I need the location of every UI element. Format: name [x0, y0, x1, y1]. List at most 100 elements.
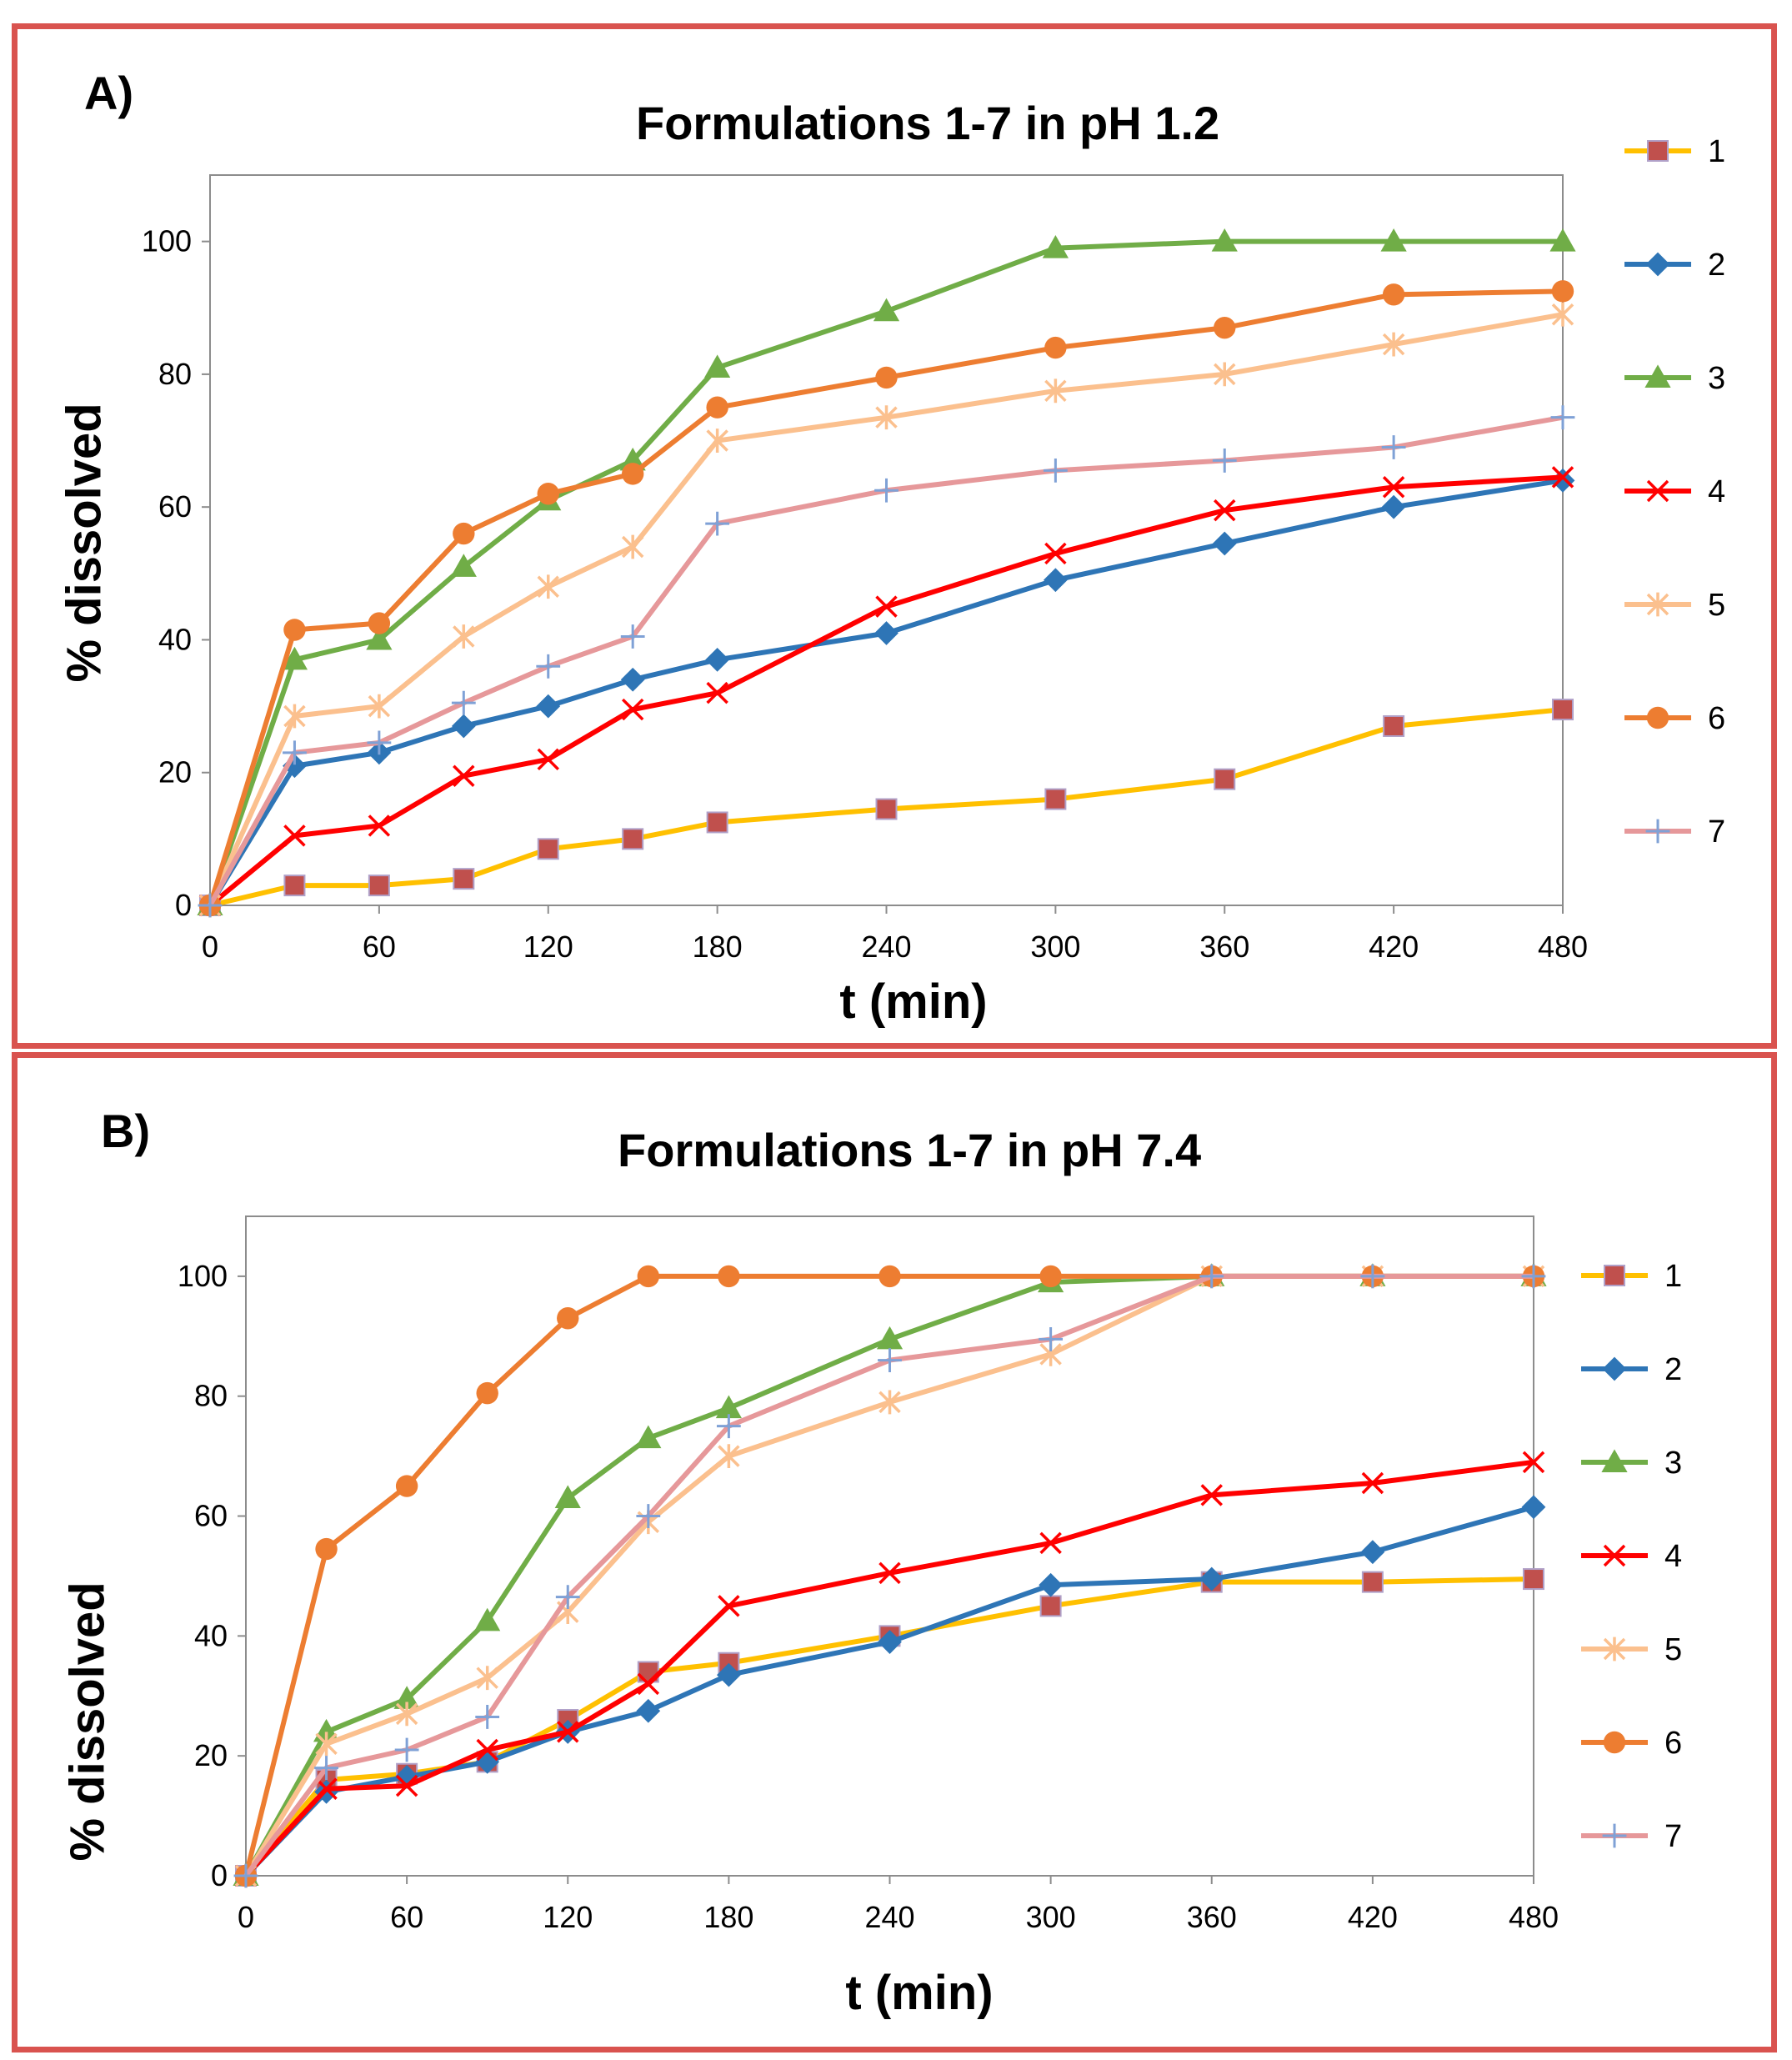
x-tick-label: 300 [1026, 1900, 1076, 1934]
data-point-3 [873, 298, 900, 322]
data-point-3 [635, 1425, 662, 1449]
data-point-7 [394, 1737, 419, 1762]
legend-marker-7 [1645, 819, 1670, 844]
data-point-5 [1044, 378, 1067, 403]
data-point-5 [453, 624, 475, 649]
data-point-7 [636, 1504, 661, 1528]
x-tick-label: 360 [1199, 930, 1249, 964]
panel-label: B) [101, 1105, 151, 1157]
plot-area [245, 1215, 1534, 1877]
y-tick-label: 80 [158, 357, 192, 391]
panel-a: A) Formulations 1-7 in pH 1.2 % dissolve… [12, 23, 1777, 1049]
data-point-2 [1199, 1566, 1224, 1591]
data-point-6 [368, 612, 391, 634]
x-tick-label: 120 [543, 1900, 593, 1934]
series-1 [235, 1568, 1544, 1887]
legend-marker-5 [1646, 592, 1669, 617]
y-tick-label: 20 [158, 755, 192, 789]
data-point-5 [1551, 302, 1574, 327]
data-point-4 [875, 595, 898, 618]
data-point-3 [619, 447, 646, 471]
data-point-4 [637, 1672, 660, 1696]
data-point-3 [704, 354, 731, 378]
data-point-4 [368, 814, 391, 837]
legend-label-1: 1 [1664, 1259, 1682, 1294]
line-chart-a: 0 20 40 60 80 100 0 60 120 180 240 300 360 420 480 1 2 3 4… [142, 134, 1725, 964]
legend-label-6: 6 [1664, 1726, 1682, 1761]
data-point-4 [283, 825, 306, 847]
data-point-3 [1549, 228, 1576, 252]
series-line-2 [243, 1504, 1534, 1878]
x-tick-label: 480 [1538, 930, 1588, 964]
legend-label-2: 2 [1664, 1352, 1682, 1387]
data-point-2 [716, 1662, 741, 1687]
data-point-3 [1380, 228, 1407, 252]
data-point-6 [875, 366, 898, 389]
data-point-7 [1550, 405, 1575, 430]
data-point-1 [1383, 714, 1405, 737]
data-point-7 [1521, 1264, 1546, 1289]
data-point-4 [706, 681, 728, 704]
data-point-7 [1043, 458, 1068, 483]
x-axis-title: t (min) [845, 1966, 994, 2020]
data-point-6 [476, 1381, 498, 1405]
legend-marker-2 [1602, 1356, 1627, 1381]
data-point-4 [878, 1561, 901, 1585]
panel-b: B) Formulations 1-7 in pH 7.4 % dissolve… [12, 1052, 1777, 2052]
data-point-6 [537, 483, 559, 505]
data-point-6 [1044, 336, 1067, 359]
legend-label-6: 6 [1708, 701, 1725, 736]
data-point-3 [554, 1485, 581, 1508]
legend-marker-2 [1645, 252, 1670, 277]
y-tick-label: 60 [158, 489, 192, 524]
data-point-2 [536, 694, 561, 719]
data-point-3 [450, 554, 477, 577]
data-point-5 [1214, 362, 1236, 387]
data-point-7 [1381, 435, 1406, 459]
data-point-2 [1521, 1495, 1546, 1520]
series-4 [198, 466, 1574, 917]
data-point-6 [637, 1265, 660, 1288]
line-chart-b: 0 20 40 60 80 100 0 60 120 180 240 300 360 420 480 1 2 3 4… [178, 1215, 1682, 1934]
legend-marker-1 [1604, 1265, 1625, 1286]
data-point-7 [555, 1585, 580, 1610]
data-point-6 [283, 619, 306, 641]
data-point-1 [283, 875, 306, 897]
data-point-6 [718, 1265, 740, 1288]
x-tick-label: 0 [202, 930, 218, 964]
data-point-2 [874, 621, 899, 645]
data-point-5 [718, 1444, 740, 1469]
series-3 [197, 228, 1576, 915]
data-point-1 [368, 875, 390, 897]
x-tick-label: 180 [693, 930, 743, 964]
data-point-2 [1043, 568, 1068, 593]
data-point-3 [1042, 235, 1069, 258]
data-point-7 [367, 730, 392, 755]
data-point-4 [1522, 1451, 1545, 1474]
data-point-7 [1039, 1327, 1064, 1351]
data-point-4 [1382, 476, 1405, 499]
legend-marker-6 [1603, 1731, 1626, 1754]
x-tick-label: 300 [1030, 930, 1080, 964]
y-tick-label: 60 [194, 1499, 228, 1533]
data-point-4 [476, 1738, 498, 1762]
y-tick-label: 0 [211, 1858, 228, 1892]
data-point-6 [315, 1537, 338, 1561]
series-line-2 [208, 478, 1564, 907]
data-point-7 [536, 654, 561, 679]
legend-label-3: 3 [1708, 361, 1725, 396]
legend-label-7: 7 [1708, 814, 1725, 850]
data-point-1 [1361, 1571, 1384, 1593]
data-point-6 [1039, 1265, 1062, 1288]
series-line-4 [243, 1459, 1534, 1878]
data-point-2 [620, 667, 645, 692]
data-point-1 [537, 838, 559, 860]
data-point-2 [394, 1764, 419, 1789]
y-tick-label: 40 [194, 1618, 228, 1652]
series-line-6 [208, 288, 1564, 906]
data-point-2 [1381, 494, 1406, 519]
y-tick-label: 0 [175, 888, 192, 922]
data-point-5 [621, 534, 644, 559]
data-point-6 [395, 1475, 418, 1497]
series-line-4 [208, 474, 1564, 908]
